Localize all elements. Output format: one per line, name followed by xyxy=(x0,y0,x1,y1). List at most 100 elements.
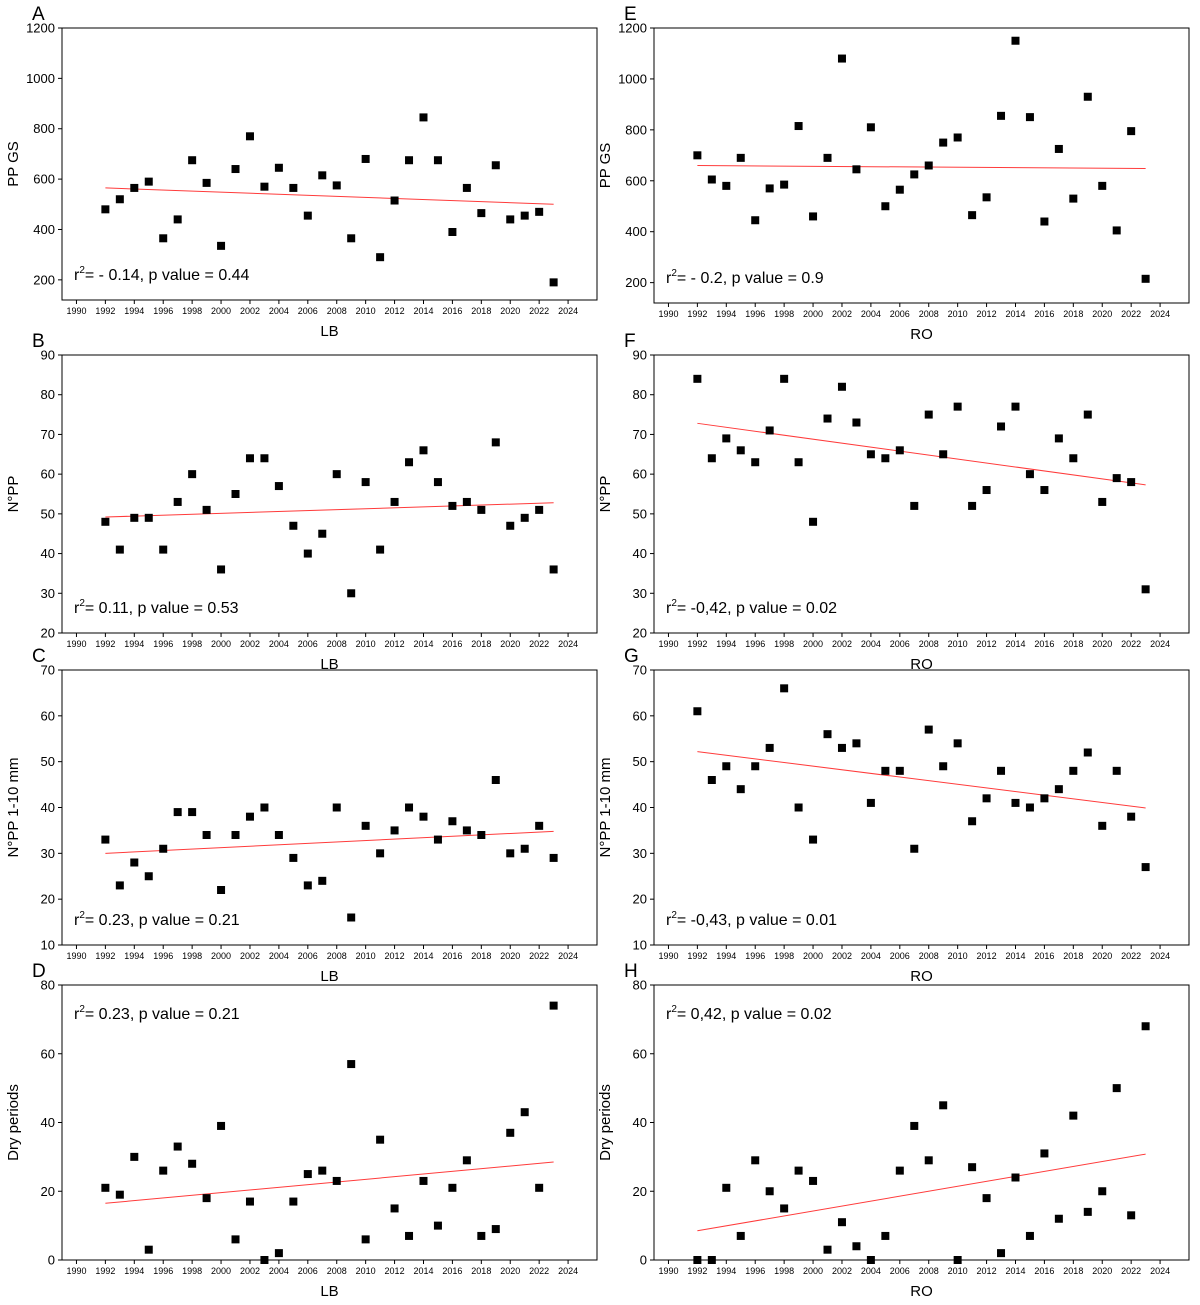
data-point-d-2007 xyxy=(318,1166,327,1175)
data-point-a-1994 xyxy=(130,183,139,192)
data-point-a-2006 xyxy=(303,211,312,220)
x-tick-label-2018: 2018 xyxy=(1063,1266,1083,1276)
x-tick-label-2012: 2012 xyxy=(977,639,997,649)
data-point-g-2021 xyxy=(1112,766,1121,775)
data-point-b-2011 xyxy=(376,545,385,554)
y-tick-label-60: 60 xyxy=(41,708,55,723)
panel-letter-a: A xyxy=(32,4,45,25)
y-tick-label-60: 60 xyxy=(633,708,647,723)
stat-part-b: = 0.11, p value = 0.53 xyxy=(85,600,239,617)
x-tick-label-1990: 1990 xyxy=(66,306,86,316)
y-tick-label-70: 70 xyxy=(41,663,55,678)
data-point-d-1994 xyxy=(130,1152,139,1161)
y-tick-label-0: 0 xyxy=(640,1253,647,1268)
x-tick-label-1996: 1996 xyxy=(745,639,765,649)
x-tick-label-1994: 1994 xyxy=(124,639,144,649)
y-tick-label-60: 60 xyxy=(633,1046,647,1061)
x-tick-label-2002: 2002 xyxy=(832,639,852,649)
data-point-f-1997 xyxy=(765,426,774,435)
y-tick-label-30: 30 xyxy=(633,846,647,861)
data-point-g-1997 xyxy=(765,743,774,752)
data-point-f-2008 xyxy=(924,410,933,419)
stat-part-e: = - 0.2, p value = 0.9 xyxy=(677,270,824,287)
x-tick-label-2000: 2000 xyxy=(803,309,823,319)
x-tick-label-1992: 1992 xyxy=(687,951,707,961)
data-point-d-1993 xyxy=(115,1190,124,1199)
data-point-a-2009 xyxy=(347,234,356,243)
data-point-f-1999 xyxy=(794,458,803,467)
data-point-f-1995 xyxy=(736,446,745,455)
data-point-g-1994 xyxy=(722,762,731,771)
data-point-g-2005 xyxy=(881,766,890,775)
data-point-e-1997 xyxy=(765,184,774,193)
data-point-b-2001 xyxy=(231,490,240,498)
y-axis-title-d: Dry periods xyxy=(5,1084,22,1161)
data-point-h-1999 xyxy=(794,1166,803,1175)
x-tick-label-1994: 1994 xyxy=(716,1266,736,1276)
x-tick-label-2000: 2000 xyxy=(211,1266,231,1276)
x-axis-title-d: LB xyxy=(320,1283,338,1300)
data-point-c-2009 xyxy=(347,913,356,922)
data-point-e-2009 xyxy=(939,138,948,147)
y-tick-label-20: 20 xyxy=(41,892,55,907)
x-tick-label-1996: 1996 xyxy=(153,951,173,961)
x-tick-label-2010: 2010 xyxy=(356,306,376,316)
stat-part-a: r xyxy=(74,267,80,284)
data-point-d-2016 xyxy=(448,1183,457,1192)
x-tick-label-2002: 2002 xyxy=(832,309,852,319)
y-tick-label-40: 40 xyxy=(41,1115,55,1130)
x-tick-label-1990: 1990 xyxy=(658,639,678,649)
x-tick-label-1992: 1992 xyxy=(687,309,707,319)
data-point-d-2000 xyxy=(217,1121,226,1130)
x-tick-label-1992: 1992 xyxy=(95,639,115,649)
stat-annotation-h: r2= 0,42, p value = 0.02 xyxy=(666,1004,832,1023)
x-tick-label-2018: 2018 xyxy=(471,306,491,316)
x-tick-label-2020: 2020 xyxy=(500,306,520,316)
data-point-e-1999 xyxy=(794,122,803,131)
stat-part-h: r xyxy=(666,1006,672,1023)
data-point-f-2011 xyxy=(968,501,977,510)
data-point-b-1993 xyxy=(115,545,124,554)
data-point-f-2009 xyxy=(939,450,948,459)
y-tick-label-0: 0 xyxy=(48,1253,55,1268)
data-point-h-2023 xyxy=(1141,1022,1150,1031)
data-point-f-1996 xyxy=(751,458,760,467)
data-point-c-2003 xyxy=(260,803,269,812)
data-point-g-2009 xyxy=(939,762,948,771)
data-point-h-2008 xyxy=(924,1156,933,1165)
data-point-f-2021 xyxy=(1112,474,1121,483)
x-tick-label-1996: 1996 xyxy=(745,951,765,961)
stat-part-f: 2 xyxy=(671,598,677,609)
data-point-f-2023 xyxy=(1141,585,1150,594)
stat-part-b: 2 xyxy=(79,598,85,609)
y-axis-title-a: PP GS xyxy=(5,141,22,187)
x-tick-label-2016: 2016 xyxy=(442,951,462,961)
data-point-f-2020 xyxy=(1098,497,1107,506)
data-point-c-2005 xyxy=(289,853,298,862)
y-tick-label-90: 90 xyxy=(633,348,647,363)
x-tick-label-2014: 2014 xyxy=(413,951,433,961)
panel-b: 1990 1992 1994 1996 1998 2000 2002 2004 2006 2008… xyxy=(5,331,598,673)
x-tick-label-2000: 2000 xyxy=(803,951,823,961)
x-tick-label-2002: 2002 xyxy=(832,1266,852,1276)
stat-annotation-f: r2= -0,42, p value = 0.02 xyxy=(666,598,837,617)
y-tick-label-30: 30 xyxy=(41,586,55,601)
y-tick-label-80: 80 xyxy=(41,978,55,993)
x-tick-label-2018: 2018 xyxy=(471,639,491,649)
data-point-g-2010 xyxy=(953,739,962,748)
data-point-a-1999 xyxy=(202,178,211,187)
data-point-d-2006 xyxy=(303,1170,312,1179)
plot-frame-c xyxy=(61,669,598,946)
data-point-b-2005 xyxy=(289,521,298,530)
data-point-d-2023 xyxy=(549,1001,558,1010)
data-point-h-1994 xyxy=(722,1183,731,1192)
x-tick-label-2012: 2012 xyxy=(977,1266,997,1276)
data-point-g-2013 xyxy=(997,766,1006,775)
data-point-d-1999 xyxy=(202,1194,211,1203)
data-point-d-2002 xyxy=(245,1197,254,1206)
data-point-a-2013 xyxy=(405,156,414,165)
y-tick-label-200: 200 xyxy=(625,275,647,290)
data-point-f-2019 xyxy=(1083,410,1092,419)
x-tick-label-2004: 2004 xyxy=(269,1266,289,1276)
data-point-e-1996 xyxy=(751,216,760,225)
